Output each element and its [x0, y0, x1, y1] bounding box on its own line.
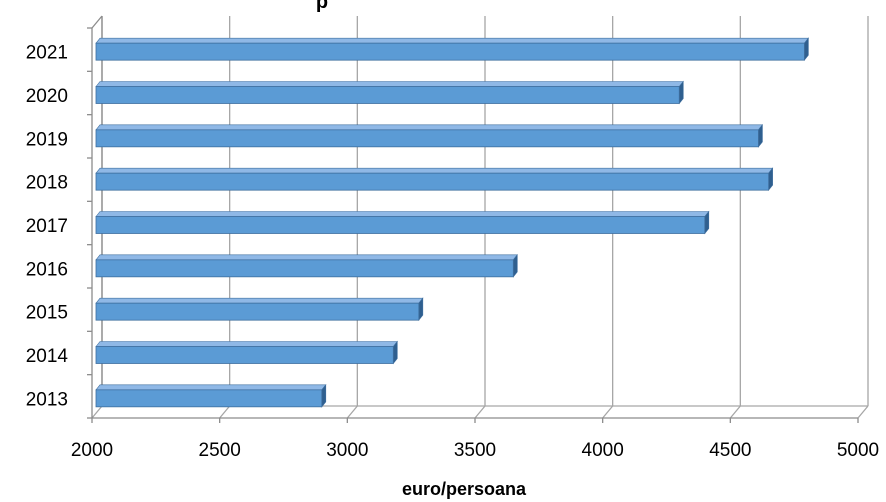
bar	[95, 123, 764, 148]
floor-gridline	[91, 405, 103, 419]
y-tick-label: 2021	[26, 43, 68, 64]
bar-front-face	[95, 259, 514, 278]
bar	[95, 37, 810, 62]
bar-front-face	[95, 129, 759, 148]
bar	[95, 383, 327, 408]
y-tick-label: 2018	[26, 173, 68, 194]
x-tick-labels: 2000 2500 3000 3500 4000 4500 5000	[71, 440, 879, 461]
floor-gridline	[729, 405, 741, 419]
bar-front-face	[95, 216, 706, 234]
bar-top-face	[95, 254, 518, 261]
x-tick-label: 3000	[326, 440, 368, 461]
bar-front-face	[95, 389, 323, 408]
y-tick-label: 2019	[26, 129, 68, 150]
x-tick-label: 5000	[837, 440, 879, 461]
y-tick-label: 2015	[26, 303, 68, 324]
axes	[87, 15, 859, 423]
chart-title: p	[316, 0, 328, 13]
bar	[95, 210, 710, 235]
y-tick-label: 2014	[26, 346, 69, 367]
bar-front-face	[95, 86, 680, 104]
y-tick-label: 2013	[26, 389, 68, 410]
y-tick-label: 2020	[26, 86, 68, 107]
bar	[95, 167, 774, 192]
bar-front-face	[95, 172, 770, 191]
bar-top-face	[95, 341, 398, 347]
floor-gridline	[219, 405, 231, 419]
bar-front-face	[95, 302, 420, 321]
y-tick-label: 2016	[26, 259, 68, 280]
x-tick-label: 2500	[199, 440, 241, 461]
gridlines	[91, 16, 869, 419]
bars	[95, 37, 810, 408]
bar	[95, 80, 684, 105]
bar-top-face	[95, 297, 424, 304]
x-tick-label: 2000	[71, 440, 113, 461]
bar	[95, 340, 398, 365]
left-wall-top-edge	[91, 15, 103, 29]
bar-top-face	[95, 167, 774, 174]
bar-front-face	[95, 42, 805, 61]
bar-front-face	[95, 346, 394, 364]
x-axis-label: euro/persoana	[402, 479, 527, 499]
bar-top-face	[95, 37, 810, 44]
bar-top-face	[95, 81, 684, 87]
y-tick-labels: 2013 2014 2015 2016 2017 2018 2019 2020 2021	[26, 43, 69, 411]
x-tick-label: 4500	[709, 440, 751, 461]
floor-gridline	[474, 405, 486, 419]
floor-gridline	[857, 405, 869, 419]
bar-top-face	[95, 384, 327, 391]
y-tick-label: 2017	[26, 216, 68, 237]
bar	[95, 253, 518, 278]
bar-top-face	[95, 211, 710, 217]
bar-top-face	[95, 124, 764, 131]
floor-gridline	[346, 405, 358, 419]
floor-gridline	[602, 405, 614, 419]
x-tick-label: 3500	[454, 440, 496, 461]
x-tick-label: 4000	[582, 440, 624, 461]
bar	[95, 297, 424, 322]
